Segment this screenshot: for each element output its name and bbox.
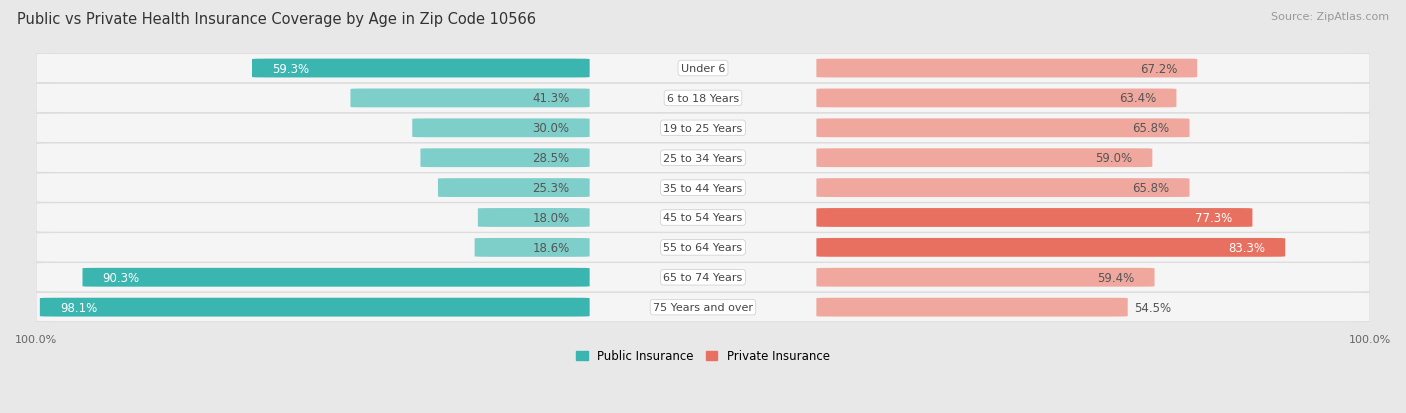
FancyBboxPatch shape — [37, 173, 1369, 203]
FancyBboxPatch shape — [478, 209, 589, 227]
Text: 59.0%: 59.0% — [1095, 152, 1132, 165]
FancyBboxPatch shape — [817, 59, 1197, 78]
FancyBboxPatch shape — [37, 293, 1369, 322]
Text: 41.3%: 41.3% — [533, 92, 569, 105]
Text: 75 Years and over: 75 Years and over — [652, 302, 754, 312]
FancyBboxPatch shape — [817, 238, 1285, 257]
Text: 18.6%: 18.6% — [533, 241, 569, 254]
Text: 65 to 74 Years: 65 to 74 Years — [664, 273, 742, 282]
Text: 18.0%: 18.0% — [533, 211, 569, 224]
Text: 67.2%: 67.2% — [1140, 62, 1177, 75]
FancyBboxPatch shape — [817, 209, 1253, 227]
Text: 63.4%: 63.4% — [1119, 92, 1156, 105]
Legend: Public Insurance, Private Insurance: Public Insurance, Private Insurance — [571, 345, 835, 367]
Text: 65.8%: 65.8% — [1132, 122, 1170, 135]
FancyBboxPatch shape — [412, 119, 589, 138]
FancyBboxPatch shape — [437, 179, 589, 197]
FancyBboxPatch shape — [37, 84, 1369, 113]
Text: 59.4%: 59.4% — [1097, 271, 1135, 284]
Text: 19 to 25 Years: 19 to 25 Years — [664, 123, 742, 133]
FancyBboxPatch shape — [817, 298, 1128, 317]
FancyBboxPatch shape — [475, 238, 589, 257]
FancyBboxPatch shape — [817, 149, 1153, 168]
FancyBboxPatch shape — [37, 114, 1369, 143]
FancyBboxPatch shape — [37, 233, 1369, 262]
FancyBboxPatch shape — [39, 298, 589, 317]
FancyBboxPatch shape — [817, 268, 1154, 287]
Text: 25 to 34 Years: 25 to 34 Years — [664, 153, 742, 163]
Text: Public vs Private Health Insurance Coverage by Age in Zip Code 10566: Public vs Private Health Insurance Cover… — [17, 12, 536, 27]
FancyBboxPatch shape — [817, 179, 1189, 197]
FancyBboxPatch shape — [420, 149, 589, 168]
Text: 45 to 54 Years: 45 to 54 Years — [664, 213, 742, 223]
FancyBboxPatch shape — [817, 119, 1189, 138]
FancyBboxPatch shape — [83, 268, 589, 287]
Text: 59.3%: 59.3% — [271, 62, 309, 75]
Text: 90.3%: 90.3% — [103, 271, 139, 284]
Text: 54.5%: 54.5% — [1135, 301, 1171, 314]
Text: 30.0%: 30.0% — [533, 122, 569, 135]
Text: 65.8%: 65.8% — [1132, 182, 1170, 195]
FancyBboxPatch shape — [37, 54, 1369, 83]
Text: 25.3%: 25.3% — [533, 182, 569, 195]
Text: 6 to 18 Years: 6 to 18 Years — [666, 94, 740, 104]
FancyBboxPatch shape — [37, 203, 1369, 233]
FancyBboxPatch shape — [37, 263, 1369, 292]
Text: 98.1%: 98.1% — [60, 301, 97, 314]
Text: Source: ZipAtlas.com: Source: ZipAtlas.com — [1271, 12, 1389, 22]
Text: 77.3%: 77.3% — [1195, 211, 1233, 224]
FancyBboxPatch shape — [252, 59, 589, 78]
Text: Under 6: Under 6 — [681, 64, 725, 74]
Text: 83.3%: 83.3% — [1229, 241, 1265, 254]
Text: 55 to 64 Years: 55 to 64 Years — [664, 243, 742, 253]
FancyBboxPatch shape — [817, 89, 1177, 108]
FancyBboxPatch shape — [350, 89, 589, 108]
Text: 35 to 44 Years: 35 to 44 Years — [664, 183, 742, 193]
Text: 28.5%: 28.5% — [533, 152, 569, 165]
FancyBboxPatch shape — [37, 144, 1369, 173]
